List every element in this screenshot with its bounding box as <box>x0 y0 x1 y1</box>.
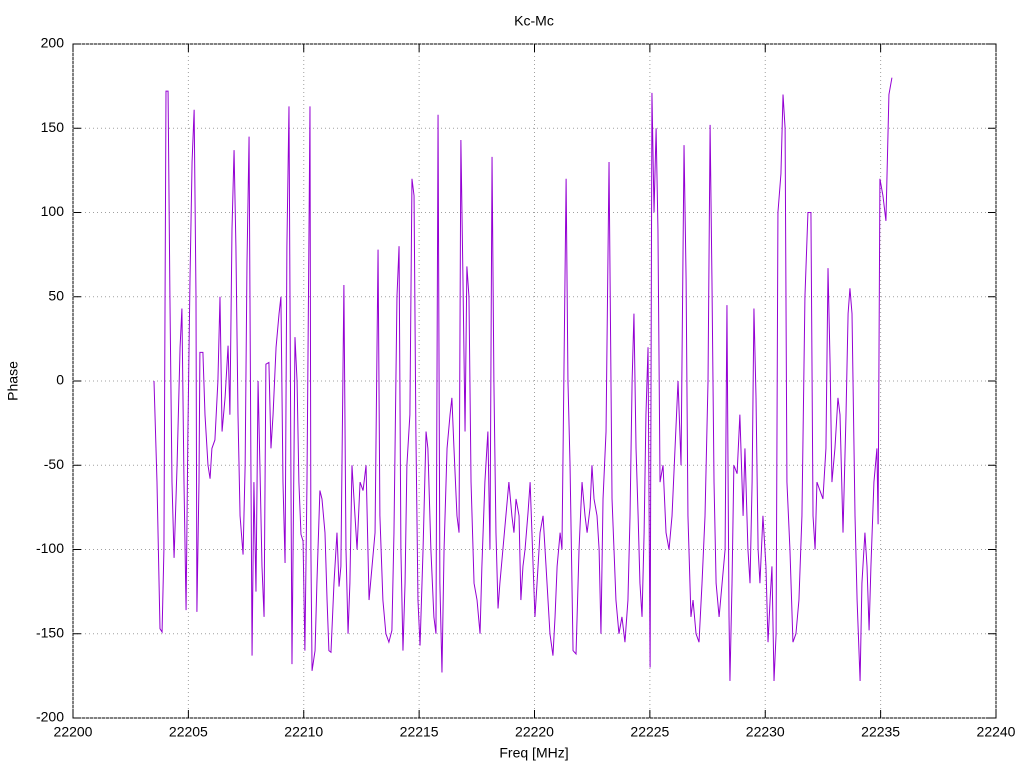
y-tick-label: 200 <box>41 35 65 51</box>
y-tick-label: -200 <box>36 709 64 725</box>
x-tick-label: 22215 <box>400 724 439 740</box>
y-tick-label: -100 <box>36 540 64 556</box>
x-tick-label: 22210 <box>284 724 323 740</box>
y-tick-label: 100 <box>41 203 65 219</box>
x-tick-label: 22200 <box>54 724 93 740</box>
y-tick-label: -150 <box>36 624 64 640</box>
x-tick-label: 22220 <box>515 724 554 740</box>
x-tick-label: 22225 <box>630 724 669 740</box>
x-tick-label: 22235 <box>861 724 900 740</box>
x-axis-label: Freq [MHz] <box>499 745 568 761</box>
data-line <box>153 77 893 681</box>
y-tick-label: 0 <box>56 372 64 388</box>
y-tick-label: 150 <box>41 119 65 135</box>
chart-title: Kc-Mc <box>514 13 554 29</box>
x-tick-label: 22240 <box>977 724 1016 740</box>
x-tick-label: 22205 <box>169 724 208 740</box>
y-axis-label: Phase <box>5 361 21 401</box>
x-tick-label: 22230 <box>746 724 785 740</box>
y-tick-label: 50 <box>48 287 64 303</box>
y-tick-label: -50 <box>44 456 64 472</box>
